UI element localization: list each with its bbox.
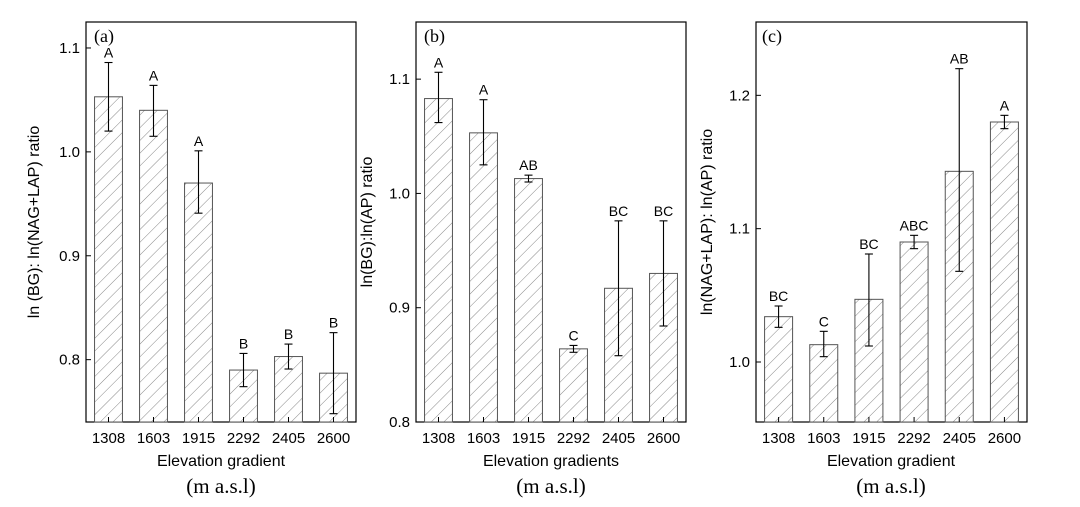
- unit-label-b: (m a.s.l): [516, 474, 585, 498]
- plot-area-a: 0.8 0.9 1.0 1.1 A 1308 A 1603 A 1915 B 2292 B 2405 B 26…: [59, 40, 350, 447]
- plot-area-b: 0.8 0.9 1.0 1.1 A 1308 A 1603 AB 1915 C 2292 BC 2405 B…: [389, 54, 680, 447]
- significance-label-a-1915: A: [194, 133, 204, 149]
- significance-label-c-1915: BC: [859, 236, 878, 252]
- y-tick-label-c: 1.1: [729, 221, 750, 238]
- y-tick-label-b: 1.1: [389, 71, 410, 88]
- chart-panel-c: (c) 1.0 1.1 1.2 BC 1308 C 1603 BC 1915 ABC 2292 AB 2…: [699, 21, 1028, 498]
- y-axis-label-c: ln(NAG+LAP): ln(AP) ratio: [699, 129, 716, 315]
- significance-label-c-2405: AB: [950, 51, 969, 67]
- x-tick-label-a-1308: 1308: [92, 430, 125, 447]
- x-tick-label-c-1308: 1308: [762, 430, 795, 447]
- x-tick-label-c-1603: 1603: [807, 430, 840, 447]
- chart-panel-a: (a) 0.8 0.9 1.0 1.1 A 1308 A 1603 A 1915 B 2292 B 240…: [26, 21, 357, 498]
- significance-label-b-1603: A: [479, 82, 489, 98]
- bar-b-1603: [469, 132, 498, 423]
- x-tick-label-a-2292: 2292: [227, 430, 260, 447]
- y-tick-label-c: 1.0: [729, 354, 750, 371]
- significance-label-a-2405: B: [284, 326, 293, 342]
- x-tick-label-b-2292: 2292: [557, 430, 590, 447]
- y-tick-label-b: 1.0: [389, 185, 410, 202]
- unit-label-c: (m a.s.l): [856, 474, 925, 498]
- bar-a-1308: [94, 96, 123, 423]
- plot-frame-a: [85, 21, 357, 423]
- significance-label-b-2600: BC: [654, 203, 673, 219]
- y-axis-label-a: ln (BG): ln(NAG+LAP) ratio: [26, 126, 43, 319]
- x-tick-label-c-2405: 2405: [943, 430, 976, 447]
- panel-label-a: (a): [94, 26, 114, 47]
- x-axis-label-a: Elevation gradient: [157, 453, 286, 470]
- x-tick-label-c-1915: 1915: [852, 430, 885, 447]
- x-tick-label-b-2405: 2405: [602, 430, 635, 447]
- x-tick-label-a-1915: 1915: [182, 430, 215, 447]
- y-tick-label-c: 1.2: [729, 87, 750, 104]
- bar-c-1308: [764, 316, 794, 423]
- y-tick-label-a: 1.0: [59, 144, 80, 161]
- panel-label-b: (b): [424, 26, 445, 47]
- x-tick-label-a-2405: 2405: [272, 430, 305, 447]
- plot-area-c: 1.0 1.1 1.2 BC 1308 C 1603 BC 1915 ABC 2292 AB 2405 A…: [729, 51, 1021, 447]
- y-tick-label-a: 0.8: [59, 352, 80, 369]
- x-axis-label-c: Elevation gradient: [827, 453, 956, 470]
- x-tick-label-c-2292: 2292: [897, 430, 930, 447]
- panel-label-c: (c): [762, 26, 782, 47]
- bar-b-1915: [514, 178, 543, 423]
- significance-label-a-2292: B: [239, 335, 248, 351]
- x-tick-label-c-2600: 2600: [988, 430, 1021, 447]
- significance-label-a-1308: A: [104, 45, 114, 61]
- significance-label-c-2600: A: [1000, 97, 1010, 113]
- y-tick-label-a: 0.9: [59, 248, 80, 265]
- bar-a-1915: [184, 182, 213, 423]
- x-tick-label-b-2600: 2600: [647, 430, 680, 447]
- significance-label-c-1603: C: [819, 313, 829, 329]
- x-axis-label-b: Elevation gradients: [483, 453, 619, 470]
- significance-label-b-2405: BC: [609, 203, 628, 219]
- chart-panel-b: (b) 0.8 0.9 1.0 1.1 A 1308 A 1603 AB 1915 C 2292 BC 2…: [359, 21, 687, 498]
- significance-label-b-1915: AB: [519, 157, 538, 173]
- significance-label-a-1603: A: [149, 67, 159, 83]
- plot-frame-c: [755, 21, 1028, 423]
- x-tick-label-a-2600: 2600: [317, 430, 350, 447]
- significance-label-c-2292: ABC: [900, 217, 929, 233]
- plot-frame-b: [415, 21, 687, 423]
- y-tick-label-b: 0.8: [389, 414, 410, 431]
- x-tick-label-a-1603: 1603: [137, 430, 170, 447]
- y-tick-label-b: 0.9: [389, 300, 410, 317]
- bar-b-1308: [424, 98, 453, 423]
- significance-label-b-2292: C: [568, 327, 578, 343]
- y-tick-label-a: 1.1: [59, 40, 80, 57]
- x-tick-label-b-1915: 1915: [512, 430, 545, 447]
- significance-label-b-1308: A: [434, 54, 444, 70]
- x-tick-label-b-1603: 1603: [467, 430, 500, 447]
- significance-label-a-2600: B: [329, 315, 338, 331]
- bar-c-2292: [899, 241, 929, 423]
- significance-label-c-1308: BC: [769, 288, 788, 304]
- y-axis-label-b: ln(BG):ln(AP) ratio: [359, 157, 376, 288]
- unit-label-a: (m a.s.l): [186, 474, 255, 498]
- bar-c-2600: [989, 121, 1019, 423]
- bar-b-2292: [559, 348, 588, 423]
- bar-c-1603: [809, 344, 839, 423]
- x-tick-label-b-1308: 1308: [422, 430, 455, 447]
- bar-a-1603: [139, 109, 168, 423]
